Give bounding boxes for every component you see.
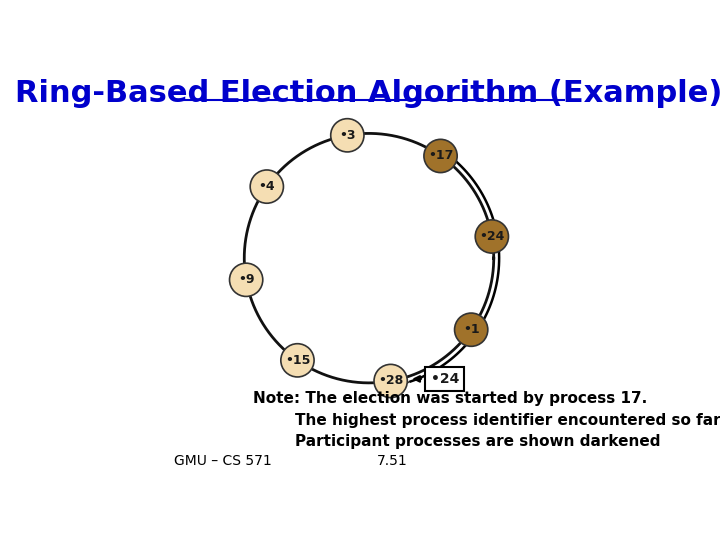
Text: •17: •17 xyxy=(428,150,453,163)
Circle shape xyxy=(281,343,314,377)
Text: •28: •28 xyxy=(378,375,403,388)
Circle shape xyxy=(330,119,364,152)
Text: •4: •4 xyxy=(258,180,275,193)
Text: 7.51: 7.51 xyxy=(377,454,408,468)
Circle shape xyxy=(475,220,508,253)
Circle shape xyxy=(424,139,457,173)
Text: The highest process identifier encountered so far is 24.: The highest process identifier encounter… xyxy=(253,413,720,428)
Text: •24: •24 xyxy=(431,372,459,386)
Text: •9: •9 xyxy=(238,273,254,286)
FancyBboxPatch shape xyxy=(426,367,464,391)
Text: GMU – CS 571: GMU – CS 571 xyxy=(174,454,271,468)
Text: •15: •15 xyxy=(285,354,310,367)
Circle shape xyxy=(454,313,488,346)
Text: Participant processes are shown darkened: Participant processes are shown darkened xyxy=(253,435,660,449)
Text: •1: •1 xyxy=(463,323,480,336)
Circle shape xyxy=(250,170,284,203)
Circle shape xyxy=(374,364,408,397)
Text: Ring-Based Election Algorithm (Example): Ring-Based Election Algorithm (Example) xyxy=(15,79,720,109)
Text: •3: •3 xyxy=(339,129,356,142)
Text: Note: The election was started by process 17.: Note: The election was started by proces… xyxy=(253,391,647,406)
Text: •24: •24 xyxy=(479,230,505,243)
Circle shape xyxy=(230,263,263,296)
